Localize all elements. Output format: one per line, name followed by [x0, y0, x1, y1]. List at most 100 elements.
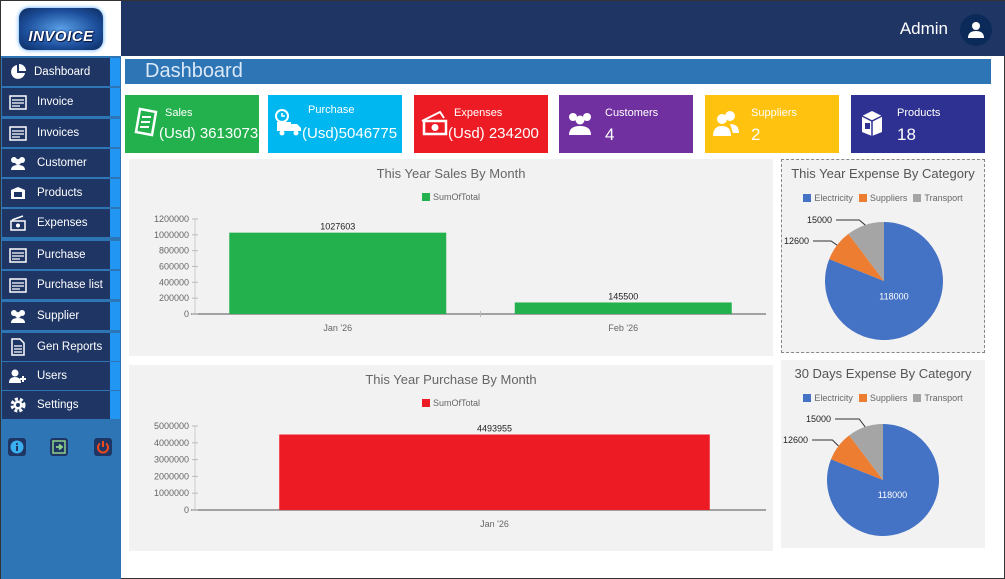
sidebar-item-supplier[interactable]: Supplier	[2, 302, 120, 330]
sidebar-item-label: Invoice	[37, 96, 74, 108]
pie-slice	[848, 222, 884, 281]
legend-label: Suppliers	[869, 193, 908, 203]
sales-chart-panel: This Year Sales By Month SumOfTotal 0 200…	[129, 159, 773, 356]
legend-item: SumOfTotal	[421, 398, 480, 408]
info-button[interactable]	[8, 438, 26, 456]
sidebar-bottom-actions	[1, 438, 121, 468]
sidebar-item-label: Customer	[37, 157, 87, 169]
y-tick-label: 0	[184, 309, 189, 319]
purchase-list-icon	[7, 276, 29, 294]
y-tick-label: 800000	[159, 246, 189, 256]
sidebar-item-customer[interactable]: Customer	[2, 149, 120, 177]
gear-icon	[7, 396, 29, 414]
user-avatar[interactable]	[960, 14, 992, 46]
card-value: (Usd) 3613073	[159, 125, 259, 142]
delivery-truck-icon	[273, 107, 305, 139]
sidebar-item-users[interactable]: Users	[2, 362, 120, 390]
legend-item: SumOfTotal	[421, 192, 481, 202]
card-value: (Usd)5046775	[302, 125, 398, 142]
chart-legend: SumOfTotal	[129, 192, 773, 202]
pie-leader-line	[835, 418, 866, 428]
pie-leader-line	[812, 439, 839, 447]
sidebar: Dashboard Invoice Invoices Customer Products…	[1, 56, 121, 579]
sales-bar-chart: 0 200000 400000 600000 800000 1000000 1200000 1…	[154, 214, 766, 333]
stat-card-sales[interactable]: Sales (Usd) 3613073	[125, 95, 259, 153]
legend-item: Transport	[913, 193, 963, 203]
month-expense-pie-panel: 30 Days Expense By Category Electricity S…	[781, 360, 985, 548]
sidebar-item-dashboard[interactable]: Dashboard	[2, 58, 120, 86]
bar-value-label: 145500	[608, 291, 638, 301]
y-tick-label: 5000000	[154, 421, 189, 431]
chart-legend: Electricity Suppliers Transport	[782, 193, 984, 203]
legend-swatch	[913, 194, 922, 202]
legend-swatch	[421, 193, 430, 201]
legend-item: Transport	[913, 393, 963, 403]
logo-badge: INVOICE	[19, 7, 103, 50]
legend-label: Electricity	[814, 393, 853, 403]
legend-label: Transport	[924, 393, 963, 403]
pie-value-label: 12600	[783, 435, 808, 445]
page-header: Dashboard	[125, 59, 991, 84]
bar	[229, 232, 447, 314]
stat-card-purchase[interactable]: Purchase (Usd)5046775	[268, 95, 402, 153]
chart-title: This Year Purchase By Month	[365, 372, 537, 387]
legend-item: Electricity	[803, 193, 853, 203]
card-value: 2	[751, 125, 761, 144]
legend-label: SumOfTotal	[432, 192, 481, 202]
legend-swatch	[913, 394, 922, 402]
stat-card-products[interactable]: Products 18	[851, 95, 985, 153]
y-tick-label: 600000	[159, 262, 189, 272]
pie-value-label: 12600	[784, 236, 809, 246]
document-icon	[7, 338, 29, 356]
pie-value-label: 15000	[807, 215, 832, 225]
sidebar-item-gen-reports[interactable]: Gen Reports	[2, 333, 120, 361]
sidebar-item-label: Products	[37, 187, 83, 199]
stat-card-suppliers[interactable]: Suppliers 2	[705, 95, 839, 153]
y-tick-label: 3000000	[154, 455, 189, 465]
invoices-icon	[7, 124, 29, 142]
card-label: Purchase	[308, 104, 355, 116]
user-icon	[968, 22, 984, 38]
power-button[interactable]	[94, 438, 112, 456]
y-tick-label: 0	[184, 505, 189, 515]
cash-icon	[419, 107, 451, 139]
card-label: Expenses	[454, 107, 503, 119]
stat-card-customers[interactable]: Customers 4	[559, 95, 693, 153]
legend-swatch	[803, 394, 812, 402]
card-label: Customers	[605, 107, 659, 119]
month-expense-pie: 118000 12600 15000	[783, 414, 939, 536]
sidebar-item-invoice[interactable]: Invoice	[2, 88, 120, 116]
legend-item: Electricity	[803, 393, 853, 403]
chart-title: This Year Expense By Category	[791, 166, 975, 181]
purchase-bar-chart: 0 1000000 2000000 3000000 4000000 5000000 4493…	[154, 421, 766, 529]
sidebar-item-settings[interactable]: Settings	[2, 391, 120, 419]
invoice-icon	[7, 93, 29, 111]
package-icon	[856, 107, 888, 139]
sidebar-item-invoices[interactable]: Invoices	[2, 119, 120, 147]
y-tick-label: 400000	[159, 277, 189, 287]
card-label: Sales	[165, 107, 193, 119]
purchase-chart-panel: This Year Purchase By Month SumOfTotal 0…	[129, 365, 773, 551]
card-value: 4	[605, 125, 615, 144]
sidebar-item-label: Purchase	[37, 249, 86, 261]
y-tick-label: 4000000	[154, 438, 189, 448]
sidebar-item-purchase[interactable]: Purchase	[2, 241, 120, 269]
year-expense-pie-panel: This Year Expense By Category Electricit…	[781, 159, 985, 353]
stat-card-expenses[interactable]: Expenses (Usd) 234200	[414, 95, 548, 153]
purchase-icon	[7, 246, 29, 264]
y-tick-label: 2000000	[154, 471, 189, 481]
logout-button[interactable]	[50, 438, 68, 456]
pie-chart-icon	[7, 63, 29, 81]
box-icon	[7, 184, 29, 202]
bar-value-label: 4493955	[477, 424, 512, 434]
users-icon	[7, 154, 29, 172]
pie-leader-line	[813, 240, 838, 246]
chart-legend: SumOfTotal	[129, 398, 773, 408]
sidebar-item-products[interactable]: Products	[2, 179, 120, 207]
sidebar-item-purchase-list[interactable]: Purchase list	[2, 271, 120, 299]
sidebar-item-expenses[interactable]: Expenses	[2, 209, 120, 237]
logo-text: INVOICE	[28, 27, 94, 45]
sidebar-item-label: Settings	[37, 399, 79, 411]
sidebar-item-label: Gen Reports	[37, 341, 103, 353]
